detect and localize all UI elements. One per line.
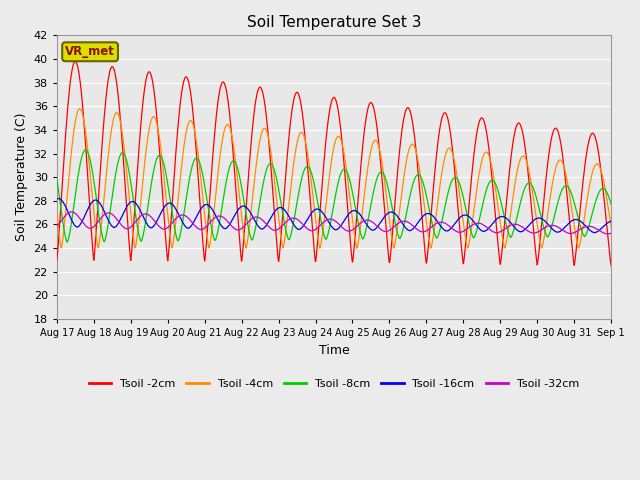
Title: Soil Temperature Set 3: Soil Temperature Set 3 bbox=[247, 15, 421, 30]
X-axis label: Time: Time bbox=[319, 344, 349, 357]
Text: VR_met: VR_met bbox=[65, 45, 115, 58]
Legend: Tsoil -2cm, Tsoil -4cm, Tsoil -8cm, Tsoil -16cm, Tsoil -32cm: Tsoil -2cm, Tsoil -4cm, Tsoil -8cm, Tsoi… bbox=[84, 374, 584, 393]
Y-axis label: Soil Temperature (C): Soil Temperature (C) bbox=[15, 113, 28, 241]
